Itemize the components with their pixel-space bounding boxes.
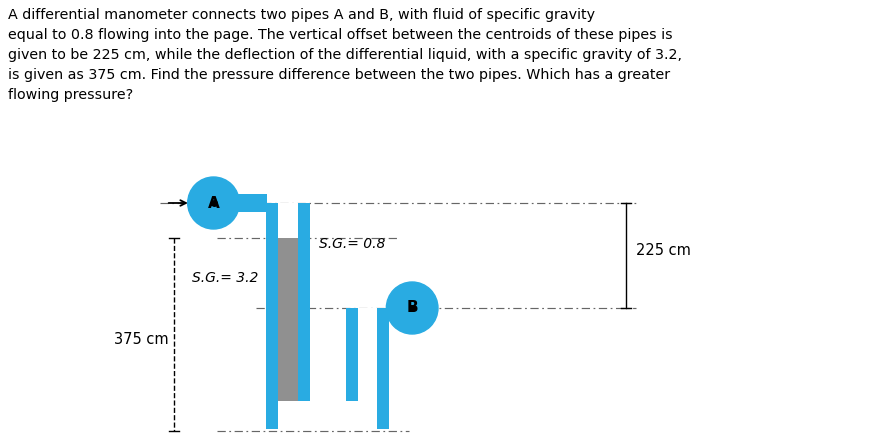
Bar bbox=[278, 401, 377, 429]
Text: S.G.= 0.8: S.G.= 0.8 bbox=[319, 237, 385, 250]
Text: S.G.= 3.2: S.G.= 3.2 bbox=[192, 271, 258, 285]
Bar bbox=[357, 308, 377, 415]
Bar bbox=[278, 203, 297, 238]
Bar bbox=[235, 194, 267, 212]
Bar bbox=[278, 238, 297, 415]
Text: A: A bbox=[208, 195, 219, 210]
Circle shape bbox=[386, 282, 437, 334]
Bar bbox=[388, 299, 390, 317]
Text: B: B bbox=[406, 300, 417, 315]
Text: 375 cm: 375 cm bbox=[114, 332, 169, 347]
Bar bbox=[345, 308, 388, 415]
Bar bbox=[266, 203, 309, 415]
Bar bbox=[266, 401, 388, 429]
Text: A differential manometer connects two pipes A and B, with fluid of specific grav: A differential manometer connects two pi… bbox=[8, 8, 681, 102]
Text: 225 cm: 225 cm bbox=[635, 243, 690, 258]
Circle shape bbox=[188, 177, 239, 229]
